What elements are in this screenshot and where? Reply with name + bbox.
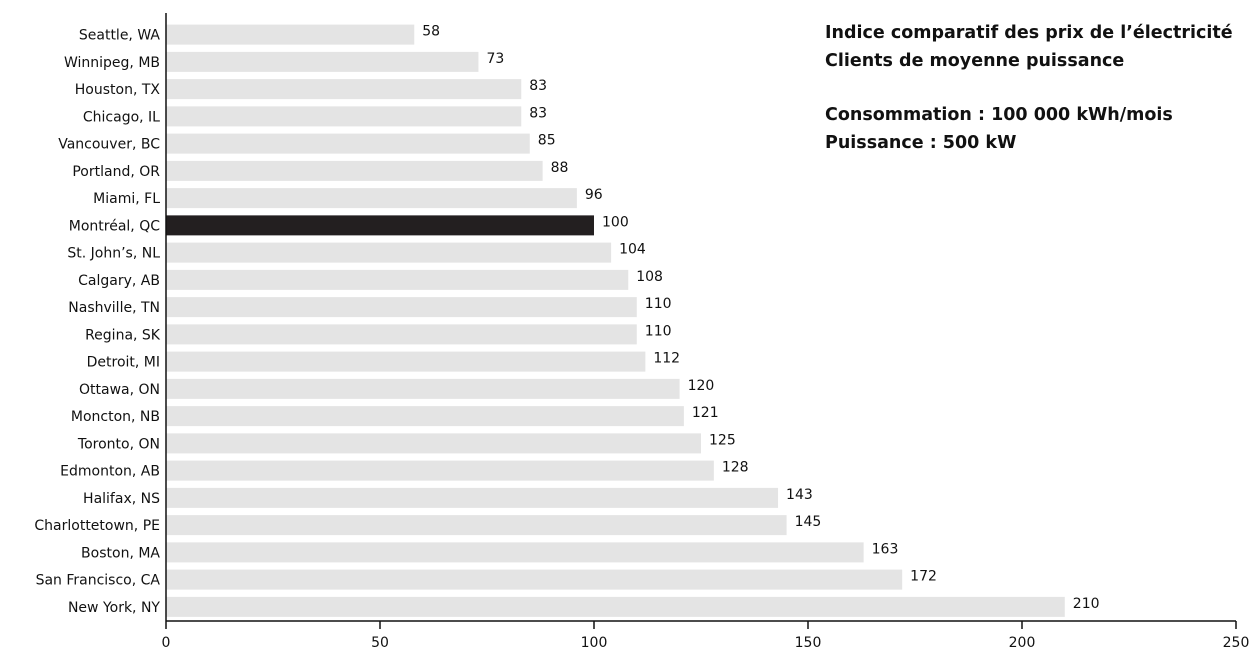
value-labels-group: 58 73 83 83 85 88 96 100 104 108 110 110 112 120 121 12… — [422, 24, 1099, 612]
value-label-17: 143 — [786, 487, 813, 503]
category-label-6: Miami, FL — [93, 191, 160, 207]
x-tick-label-1: 50 — [371, 635, 389, 651]
category-label-19: Boston, MA — [81, 545, 160, 561]
value-label-18: 145 — [795, 514, 822, 530]
category-label-5: Portland, OR — [72, 164, 160, 180]
category-label-21: New York, NY — [68, 600, 160, 616]
value-label-6: 96 — [585, 187, 603, 203]
bar-16 — [166, 460, 714, 481]
value-label-12: 112 — [653, 351, 680, 367]
bar-0 — [166, 24, 415, 45]
value-label-1: 73 — [486, 51, 504, 67]
bar-15 — [166, 433, 701, 454]
value-label-11: 110 — [645, 323, 672, 339]
x-tick-label-3: 150 — [795, 635, 822, 651]
value-label-7: 100 — [602, 214, 629, 230]
x-tick-label-4: 200 — [1009, 635, 1036, 651]
category-label-9: Calgary, AB — [78, 273, 160, 289]
x-ticks-group: 0 50 100 150 200 250 — [162, 621, 1250, 651]
bar-6 — [166, 188, 577, 209]
category-label-20: San Francisco, CA — [36, 573, 161, 589]
category-label-17: Halifax, NS — [83, 491, 160, 507]
bar-20 — [166, 569, 903, 590]
bar-5 — [166, 160, 543, 181]
category-label-0: Seattle, WA — [79, 28, 161, 44]
x-tick-label-5: 250 — [1223, 635, 1250, 651]
category-label-2: Houston, TX — [75, 82, 161, 98]
category-label-8: St. John’s, NL — [67, 246, 160, 262]
category-label-14: Moncton, NB — [71, 409, 160, 425]
category-label-16: Edmonton, AB — [60, 464, 160, 480]
category-label-13: Ottawa, ON — [79, 382, 160, 398]
bars-group — [166, 24, 1065, 617]
bar-4 — [166, 133, 530, 154]
value-label-9: 108 — [636, 269, 663, 285]
bar-8 — [166, 242, 612, 263]
value-label-10: 110 — [645, 296, 672, 312]
category-label-18: Charlottetown, PE — [34, 518, 160, 534]
bar-12 — [166, 351, 646, 372]
category-label-11: Regina, SK — [85, 327, 161, 343]
bar-21 — [166, 596, 1065, 617]
bar-17 — [166, 487, 779, 508]
value-label-2: 83 — [529, 78, 547, 94]
category-label-15: Toronto, ON — [77, 436, 160, 452]
bar-9 — [166, 269, 629, 290]
category-labels-group: Seattle, WA Winnipeg, MB Houston, TX Chicag… — [34, 28, 160, 616]
bar-7 — [166, 215, 594, 236]
value-label-13: 120 — [688, 378, 715, 394]
chart-note-power: Puissance : 500 kW — [825, 133, 1017, 153]
category-label-1: Winnipeg, MB — [64, 55, 160, 71]
value-label-20: 172 — [910, 569, 937, 585]
x-tick-label-0: 0 — [162, 635, 171, 651]
value-label-14: 121 — [692, 405, 719, 421]
bar-19 — [166, 542, 864, 563]
bar-10 — [166, 297, 637, 318]
axes-group — [165, 13, 1236, 622]
chart-title: Indice comparatif des prix de l’électric… — [825, 23, 1233, 43]
bar-14 — [166, 406, 684, 427]
chart-title-block: Indice comparatif des prix de l’électric… — [825, 19, 1250, 157]
category-label-7: Montréal, QC — [69, 218, 160, 234]
category-label-3: Chicago, IL — [83, 109, 160, 125]
bar-1 — [166, 51, 479, 72]
bar-3 — [166, 106, 522, 127]
category-label-12: Detroit, MI — [87, 355, 160, 371]
value-label-8: 104 — [619, 242, 646, 258]
category-label-4: Vancouver, BC — [58, 137, 160, 153]
x-tick-label-2: 100 — [581, 635, 608, 651]
value-label-21: 210 — [1073, 596, 1100, 612]
bar-18 — [166, 515, 787, 536]
bar-13 — [166, 378, 680, 399]
value-label-19: 163 — [872, 541, 899, 557]
category-label-10: Nashville, TN — [68, 300, 160, 316]
value-label-16: 128 — [722, 460, 749, 476]
bar-11 — [166, 324, 637, 345]
chart-subtitle: Clients de moyenne puissance — [825, 51, 1125, 71]
value-label-3: 83 — [529, 105, 547, 121]
title-spacer — [825, 75, 1250, 101]
bar-2 — [166, 79, 522, 100]
value-label-0: 58 — [422, 24, 440, 40]
chart-note-consumption: Consommation : 100 000 kWh/mois — [825, 105, 1173, 125]
value-label-15: 125 — [709, 432, 736, 448]
value-label-5: 88 — [551, 160, 569, 176]
value-label-4: 85 — [538, 133, 556, 149]
